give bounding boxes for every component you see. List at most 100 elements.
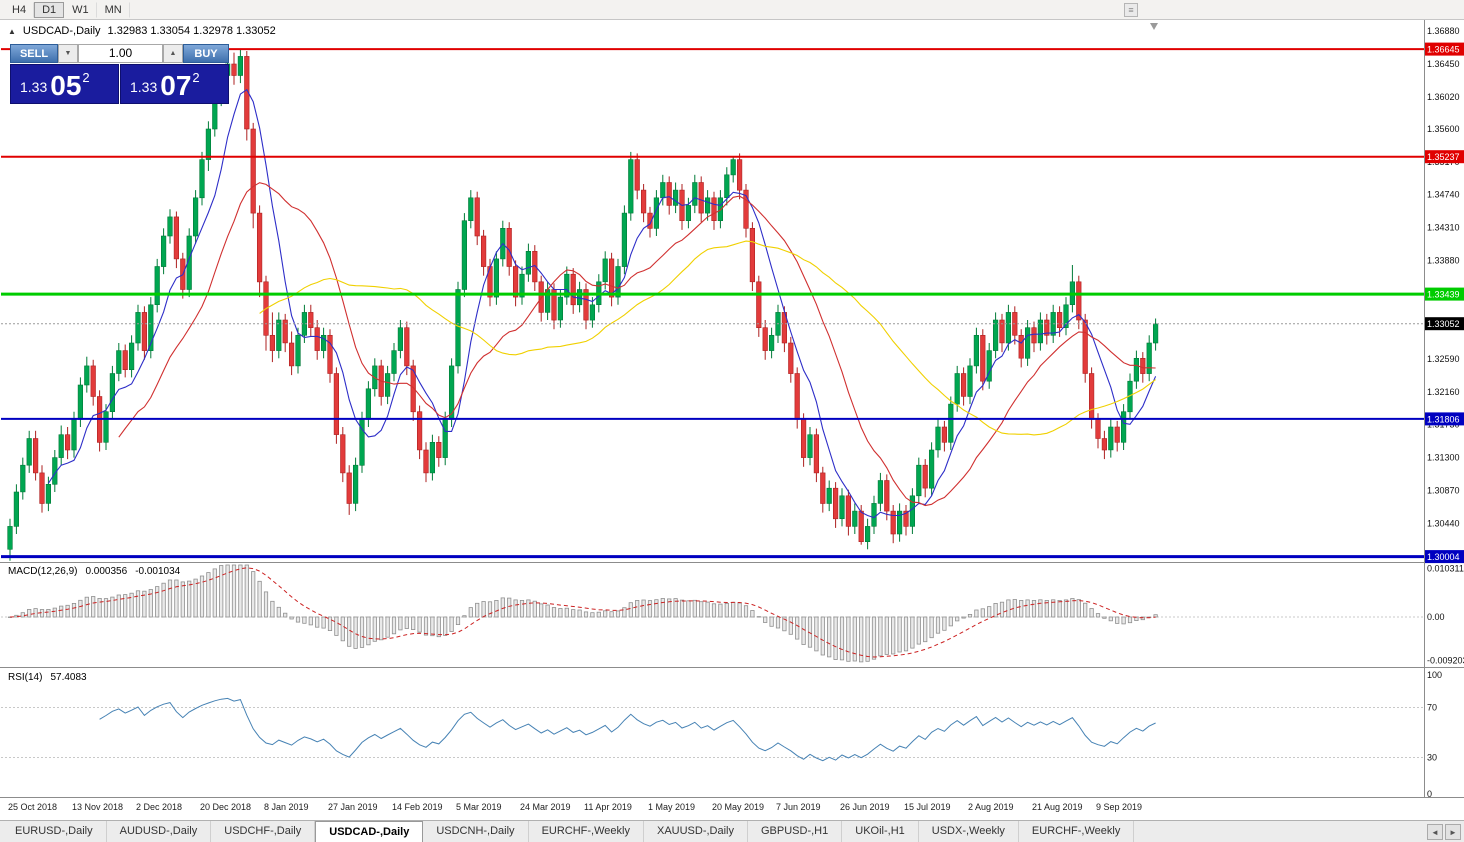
period-toolbar: H4 D1 W1 MN ≡ [0,0,1464,20]
chart-tab-2[interactable]: USDCHF-,Daily [211,821,316,842]
macd-signal-value: -0.001034 [135,566,181,577]
period-buttons: H4 D1 W1 MN [4,1,130,18]
chart-tabbar: EURUSD-,Daily AUDUSD-,Daily USDCHF-,Daily U… [0,820,1464,842]
svg-text:1.31806: 1.31806 [1427,414,1460,424]
macd-indicator-name: MACD(12,26,9) [8,566,78,577]
rsi-indicator-name: RSI(14) [8,672,43,683]
svg-text:-0.009203: -0.009203 [1427,655,1464,665]
chart-symbol-label: USDCAD-,Daily [22,25,101,37]
svg-text:1.36450: 1.36450 [1427,59,1460,69]
chart-title: ▲ USDCAD-,Daily 1.32983 1.33054 1.32978 … [8,25,276,37]
chart-tab-6[interactable]: XAUUSD-,Daily [644,821,748,842]
volume-decrease-button[interactable]: ▼ [58,44,78,63]
macd-axis: 0.010311 0.00 -0.009203 [1427,564,1464,666]
sell-price-display[interactable]: 1.33 05 2 [10,64,119,104]
svg-text:20 Dec 2018: 20 Dec 2018 [200,802,251,812]
chart-tab-8[interactable]: UKOil-,H1 [842,821,919,842]
svg-text:1.31300: 1.31300 [1427,453,1460,463]
trade-prices-row: 1.33 05 2 1.33 07 2 [10,64,229,104]
svg-text:26 Jun 2019: 26 Jun 2019 [840,802,890,812]
chart-tab-9[interactable]: USDX-,Weekly [919,821,1019,842]
sell-button[interactable]: SELL [10,44,58,63]
sell-price-pip: 2 [82,70,90,85]
svg-text:0: 0 [1427,789,1432,799]
chart-tab-0[interactable]: EURUSD-,Daily [2,821,107,842]
svg-text:1.36020: 1.36020 [1427,92,1460,102]
tab-scroll-controls: ◄ ► [1427,824,1461,840]
rsi-pane-label: RSI(14) 57.4083 [8,672,87,683]
svg-text:5 Mar 2019: 5 Mar 2019 [456,802,502,812]
svg-text:100: 100 [1427,670,1442,680]
svg-text:1.34310: 1.34310 [1427,223,1460,233]
tabs-scroll-right-button[interactable]: ► [1445,824,1461,840]
svg-text:1.30440: 1.30440 [1427,518,1460,528]
date-axis: 25 Oct 2018 13 Nov 2018 2 Dec 2018 20 Dec 2… [8,802,1142,812]
chart-tab-4[interactable]: USDCNH-,Daily [423,821,529,842]
svg-text:1.35600: 1.35600 [1427,124,1460,134]
collapse-arrow-icon[interactable]: ▲ [8,26,16,36]
chart-shift-marker-icon[interactable] [1150,23,1158,30]
svg-text:30: 30 [1427,753,1437,763]
rsi-value: 57.4083 [50,672,87,683]
sell-price-big: 05 [50,70,82,102]
svg-text:1.36645: 1.36645 [1427,45,1460,55]
svg-text:2 Aug 2019: 2 Aug 2019 [968,802,1014,812]
svg-text:25 Oct 2018: 25 Oct 2018 [8,802,57,812]
chart-tab-7[interactable]: GBPUSD-,H1 [748,821,843,842]
svg-text:1.36880: 1.36880 [1427,26,1460,36]
svg-text:14 Feb 2019: 14 Feb 2019 [392,802,443,812]
chart-tab-3[interactable]: USDCAD-,Daily [315,821,424,842]
macd-pane-label: MACD(12,26,9) 0.000356 -0.001034 [8,566,180,577]
chart-tab-10[interactable]: EURCHF-,Weekly [1019,821,1135,842]
chart-tabs: EURUSD-,Daily AUDUSD-,Daily USDCHF-,Daily U… [2,821,1135,842]
price-tag: 1.35237 [1425,150,1464,164]
buy-button[interactable]: BUY [183,44,229,63]
tabs-scroll-left-button[interactable]: ◄ [1427,824,1443,840]
period-button-h4[interactable]: H4 [4,1,35,18]
svg-text:8 Jan 2019: 8 Jan 2019 [264,802,309,812]
svg-text:1.32590: 1.32590 [1427,354,1460,364]
svg-text:9 Sep 2019: 9 Sep 2019 [1096,802,1142,812]
volume-increase-button[interactable]: ▲ [163,44,183,63]
svg-text:1 May 2019: 1 May 2019 [648,802,695,812]
chart-plot-area[interactable]: 1.368801.364501.360201.356001.351701.347… [0,20,1464,820]
price-tag: 1.30004 [1425,550,1464,564]
period-button-d1[interactable]: D1 [34,1,65,18]
macd-main-value: 0.000356 [85,566,128,577]
svg-text:24 Mar 2019: 24 Mar 2019 [520,802,571,812]
one-click-trading-panel: SELL ▼ 1.00 ▲ BUY 1.33 05 2 1.33 07 2 [10,44,229,104]
chart-ohlc-values: 1.32983 1.33054 1.32978 1.33052 [107,25,276,37]
buy-price-prefix: 1.33 [130,79,158,95]
chart-tab-1[interactable]: AUDUSD-,Daily [107,821,212,842]
trade-controls-row: SELL ▼ 1.00 ▲ BUY [10,44,229,63]
chart-tab-5[interactable]: EURCHF-,Weekly [529,821,644,842]
mid-ma [118,182,1156,507]
svg-text:0.010311: 0.010311 [1427,564,1464,574]
svg-text:1.30004: 1.30004 [1427,552,1460,562]
svg-text:7 Jun 2019: 7 Jun 2019 [776,802,821,812]
candles [7,49,1159,561]
svg-text:1.33052: 1.33052 [1427,319,1460,329]
svg-text:20 May 2019: 20 May 2019 [712,802,764,812]
price-tag: 1.33439 [1425,287,1464,301]
svg-text:27 Jan 2019: 27 Jan 2019 [328,802,378,812]
svg-text:1.34740: 1.34740 [1427,190,1460,200]
svg-text:2 Dec 2018: 2 Dec 2018 [136,802,182,812]
svg-text:21 Aug 2019: 21 Aug 2019 [1032,802,1083,812]
period-button-w1[interactable]: W1 [64,1,97,18]
rsi-axis: 100 70 30 0 [1427,670,1442,799]
svg-text:13 Nov 2018: 13 Nov 2018 [72,802,123,812]
price-tag: 1.36645 [1425,42,1464,56]
volume-input[interactable]: 1.00 [78,44,163,63]
toolbar-grip-icon[interactable]: ≡ [1124,3,1138,17]
svg-text:15 Jul 2019: 15 Jul 2019 [904,802,951,812]
period-button-mn[interactable]: MN [97,1,130,18]
price-tag: 1.31806 [1425,412,1464,426]
slow-ma [259,240,1156,436]
macd-histogram [7,564,1158,663]
svg-text:70: 70 [1427,703,1437,713]
svg-text:11 Apr 2019: 11 Apr 2019 [584,802,632,812]
buy-price-display[interactable]: 1.33 07 2 [120,64,229,104]
price-tag: 1.33052 [1425,317,1464,331]
